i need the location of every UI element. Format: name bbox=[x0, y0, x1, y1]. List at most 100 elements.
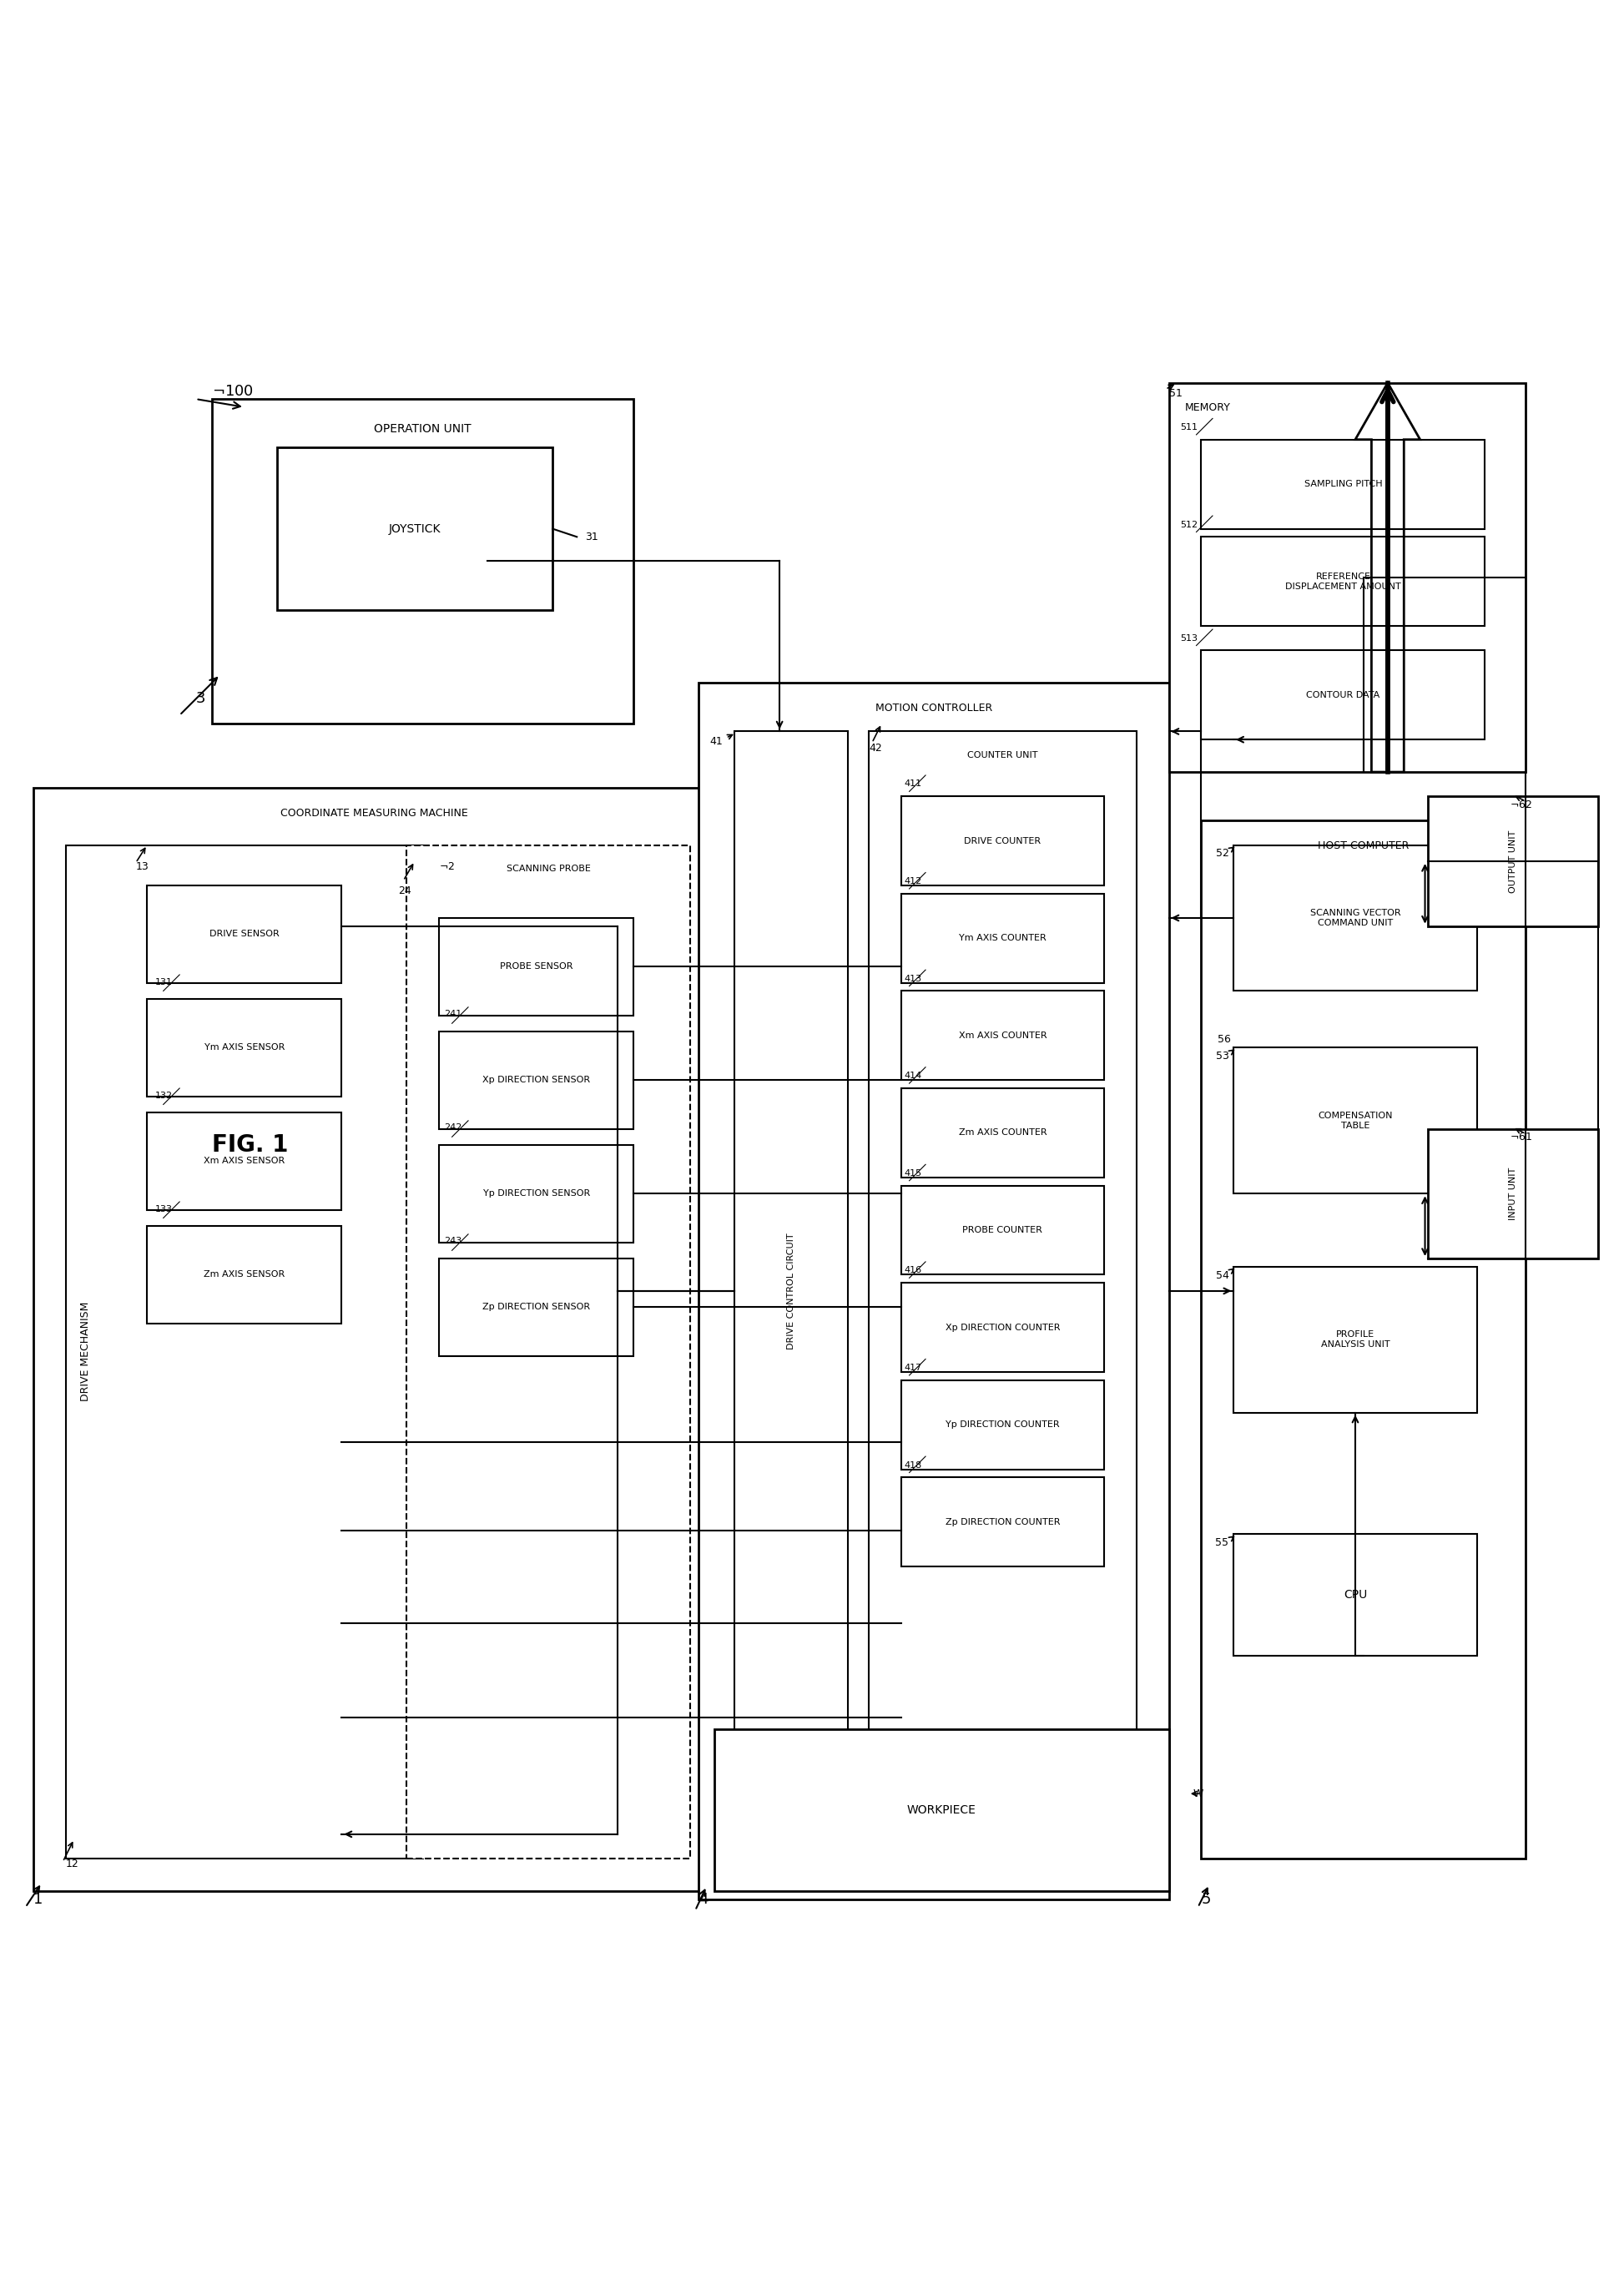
FancyBboxPatch shape bbox=[1169, 382, 1525, 772]
Text: 31: 31 bbox=[585, 531, 598, 543]
Text: 53: 53 bbox=[1215, 1051, 1229, 1063]
Text: INPUT UNIT: INPUT UNIT bbox=[1509, 1168, 1517, 1221]
FancyBboxPatch shape bbox=[406, 845, 690, 1859]
Text: Xm AXIS COUNTER: Xm AXIS COUNTER bbox=[958, 1030, 1046, 1040]
Text: 412: 412 bbox=[905, 877, 922, 886]
Text: 55: 55 bbox=[1215, 1537, 1229, 1548]
FancyBboxPatch shape bbox=[901, 1477, 1104, 1566]
Text: Zp DIRECTION COUNTER: Zp DIRECTION COUNTER bbox=[945, 1518, 1060, 1525]
FancyBboxPatch shape bbox=[734, 731, 848, 1850]
FancyBboxPatch shape bbox=[901, 1186, 1104, 1276]
Text: PROFILE
ANALYSIS UNIT: PROFILE ANALYSIS UNIT bbox=[1320, 1330, 1390, 1349]
Text: 413: 413 bbox=[905, 976, 922, 982]
Text: 13: 13 bbox=[136, 861, 149, 872]
Text: SAMPLING PITCH: SAMPLING PITCH bbox=[1304, 481, 1382, 488]
Text: COORDINATE MEASURING MACHINE: COORDINATE MEASURING MACHINE bbox=[281, 808, 468, 818]
Text: SCANNING VECTOR
COMMAND UNIT: SCANNING VECTOR COMMAND UNIT bbox=[1311, 909, 1400, 927]
Text: FIG. 1: FIG. 1 bbox=[213, 1134, 287, 1156]
Text: $\neg$61: $\neg$61 bbox=[1509, 1131, 1531, 1143]
Text: CONTOUR DATA: CONTOUR DATA bbox=[1306, 692, 1380, 698]
Text: OUTPUT UNIT: OUTPUT UNIT bbox=[1509, 829, 1517, 893]
Text: 513: 513 bbox=[1181, 634, 1199, 641]
Text: 243: 243 bbox=[443, 1237, 461, 1246]
Text: CPU: CPU bbox=[1343, 1589, 1367, 1601]
Text: DRIVE CONTROL CIRCUIT: DRIVE CONTROL CIRCUIT bbox=[786, 1232, 796, 1349]
Text: 512: 512 bbox=[1181, 520, 1199, 529]
FancyBboxPatch shape bbox=[715, 1729, 1169, 1892]
FancyBboxPatch shape bbox=[1202, 650, 1484, 740]
Text: 42: 42 bbox=[869, 742, 882, 753]
Text: 12: 12 bbox=[67, 1859, 80, 1869]
FancyBboxPatch shape bbox=[438, 1030, 633, 1129]
Text: 24: 24 bbox=[398, 886, 411, 895]
FancyBboxPatch shape bbox=[1234, 845, 1476, 992]
Text: PROBE SENSOR: PROBE SENSOR bbox=[500, 962, 573, 971]
FancyBboxPatch shape bbox=[1202, 820, 1525, 1859]
FancyBboxPatch shape bbox=[34, 788, 715, 1892]
Text: 5: 5 bbox=[1202, 1892, 1212, 1908]
Text: 1: 1 bbox=[34, 1892, 44, 1908]
Text: 41: 41 bbox=[710, 737, 723, 747]
Text: Xp DIRECTION SENSOR: Xp DIRECTION SENSOR bbox=[482, 1076, 590, 1083]
FancyBboxPatch shape bbox=[67, 845, 422, 1859]
Text: 511: 511 bbox=[1181, 424, 1199, 431]
Text: $\neg$2: $\neg$2 bbox=[438, 861, 455, 872]
Text: 4: 4 bbox=[698, 1892, 708, 1908]
Text: 411: 411 bbox=[905, 781, 922, 788]
Text: 418: 418 bbox=[905, 1461, 922, 1470]
Text: 417: 417 bbox=[905, 1363, 922, 1372]
Text: DRIVE MECHANISM: DRIVE MECHANISM bbox=[80, 1303, 91, 1401]
FancyBboxPatch shape bbox=[213, 398, 633, 724]
Text: DRIVE SENSOR: DRIVE SENSOR bbox=[209, 930, 279, 939]
Text: Zp DIRECTION SENSOR: Zp DIRECTION SENSOR bbox=[482, 1303, 590, 1312]
FancyBboxPatch shape bbox=[1427, 1129, 1598, 1260]
Text: COMPENSATION
TABLE: COMPENSATION TABLE bbox=[1319, 1111, 1393, 1129]
Text: COUNTER UNIT: COUNTER UNIT bbox=[968, 751, 1038, 760]
Text: Yp DIRECTION SENSOR: Yp DIRECTION SENSOR bbox=[482, 1189, 590, 1198]
Text: $\neg$62: $\neg$62 bbox=[1509, 799, 1531, 811]
FancyBboxPatch shape bbox=[901, 893, 1104, 982]
Text: W: W bbox=[1194, 1788, 1203, 1800]
FancyBboxPatch shape bbox=[1234, 1534, 1476, 1656]
FancyBboxPatch shape bbox=[438, 1260, 633, 1356]
Text: OPERATION UNIT: OPERATION UNIT bbox=[374, 424, 471, 435]
FancyBboxPatch shape bbox=[901, 1381, 1104, 1470]
Text: JOYSTICK: JOYSTICK bbox=[388, 522, 440, 534]
Text: 56: 56 bbox=[1218, 1035, 1231, 1044]
Text: DRIVE COUNTER: DRIVE COUNTER bbox=[965, 836, 1041, 845]
FancyBboxPatch shape bbox=[869, 731, 1137, 1850]
Text: Zm AXIS COUNTER: Zm AXIS COUNTER bbox=[958, 1129, 1046, 1138]
FancyBboxPatch shape bbox=[148, 886, 341, 982]
FancyBboxPatch shape bbox=[1202, 536, 1484, 625]
FancyBboxPatch shape bbox=[901, 797, 1104, 886]
Text: Zm AXIS SENSOR: Zm AXIS SENSOR bbox=[205, 1271, 284, 1278]
FancyBboxPatch shape bbox=[148, 1113, 341, 1209]
FancyBboxPatch shape bbox=[438, 918, 633, 1014]
Text: 241: 241 bbox=[443, 1010, 461, 1019]
FancyBboxPatch shape bbox=[1202, 440, 1484, 529]
Text: Ym AXIS SENSOR: Ym AXIS SENSOR bbox=[205, 1044, 284, 1051]
FancyBboxPatch shape bbox=[1234, 1049, 1476, 1193]
FancyBboxPatch shape bbox=[276, 447, 552, 609]
Text: 133: 133 bbox=[156, 1205, 172, 1214]
Text: MOTION CONTROLLER: MOTION CONTROLLER bbox=[875, 703, 992, 712]
Text: PROBE COUNTER: PROBE COUNTER bbox=[963, 1225, 1043, 1234]
Text: 54: 54 bbox=[1215, 1271, 1229, 1280]
Text: MEMORY: MEMORY bbox=[1186, 403, 1231, 412]
FancyBboxPatch shape bbox=[901, 992, 1104, 1081]
Text: Xm AXIS SENSOR: Xm AXIS SENSOR bbox=[205, 1156, 284, 1166]
FancyBboxPatch shape bbox=[1234, 1266, 1476, 1413]
Text: SCANNING PROBE: SCANNING PROBE bbox=[507, 863, 591, 872]
Text: 414: 414 bbox=[905, 1072, 922, 1081]
Text: 131: 131 bbox=[156, 978, 172, 987]
Text: Yp DIRECTION COUNTER: Yp DIRECTION COUNTER bbox=[945, 1420, 1059, 1429]
Text: 52: 52 bbox=[1215, 847, 1229, 859]
Text: 415: 415 bbox=[905, 1170, 922, 1177]
Text: 416: 416 bbox=[905, 1266, 922, 1276]
Text: Xp DIRECTION COUNTER: Xp DIRECTION COUNTER bbox=[945, 1324, 1060, 1330]
Text: 242: 242 bbox=[443, 1124, 461, 1131]
Text: $\neg$100: $\neg$100 bbox=[213, 385, 253, 398]
Text: 51: 51 bbox=[1169, 387, 1182, 398]
Text: REFERENCE
DISPLACEMENT AMOUNT: REFERENCE DISPLACEMENT AMOUNT bbox=[1285, 572, 1402, 591]
FancyBboxPatch shape bbox=[1427, 797, 1598, 925]
